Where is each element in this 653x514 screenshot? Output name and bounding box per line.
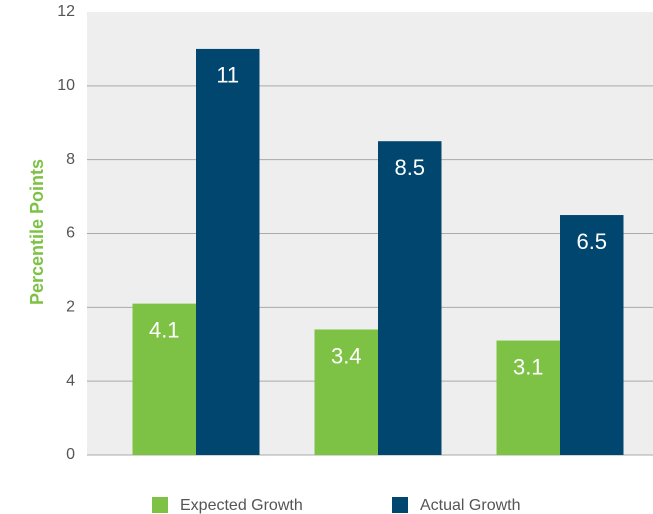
- bar: [314, 329, 378, 455]
- legend-label: Actual Growth: [420, 497, 520, 514]
- y-tick-label: 0: [66, 446, 75, 463]
- bar: [496, 340, 560, 455]
- y-tick-label: 12: [57, 3, 75, 20]
- value-label: 11: [216, 63, 239, 88]
- bar: [196, 48, 260, 456]
- legend-swatch: [152, 497, 168, 513]
- value-label: 4.1: [149, 317, 180, 342]
- y-tick-label: 2: [66, 299, 75, 316]
- y-tick-label: 6: [66, 225, 75, 242]
- legend-swatch: [392, 497, 408, 513]
- bar: [132, 303, 196, 455]
- bar: [378, 141, 442, 456]
- y-axis-title: Percentile Points: [27, 159, 47, 305]
- value-label: 3.4: [331, 343, 362, 368]
- value-label: 8.5: [394, 155, 425, 180]
- bar: [560, 215, 624, 455]
- y-tick-label: 10: [57, 77, 75, 94]
- value-label: 3.1: [513, 354, 544, 379]
- y-tick-label: 8: [66, 151, 75, 168]
- y-tick-label: 4: [66, 372, 75, 389]
- legend-label: Expected Growth: [180, 497, 303, 514]
- value-label: 6.5: [576, 229, 607, 254]
